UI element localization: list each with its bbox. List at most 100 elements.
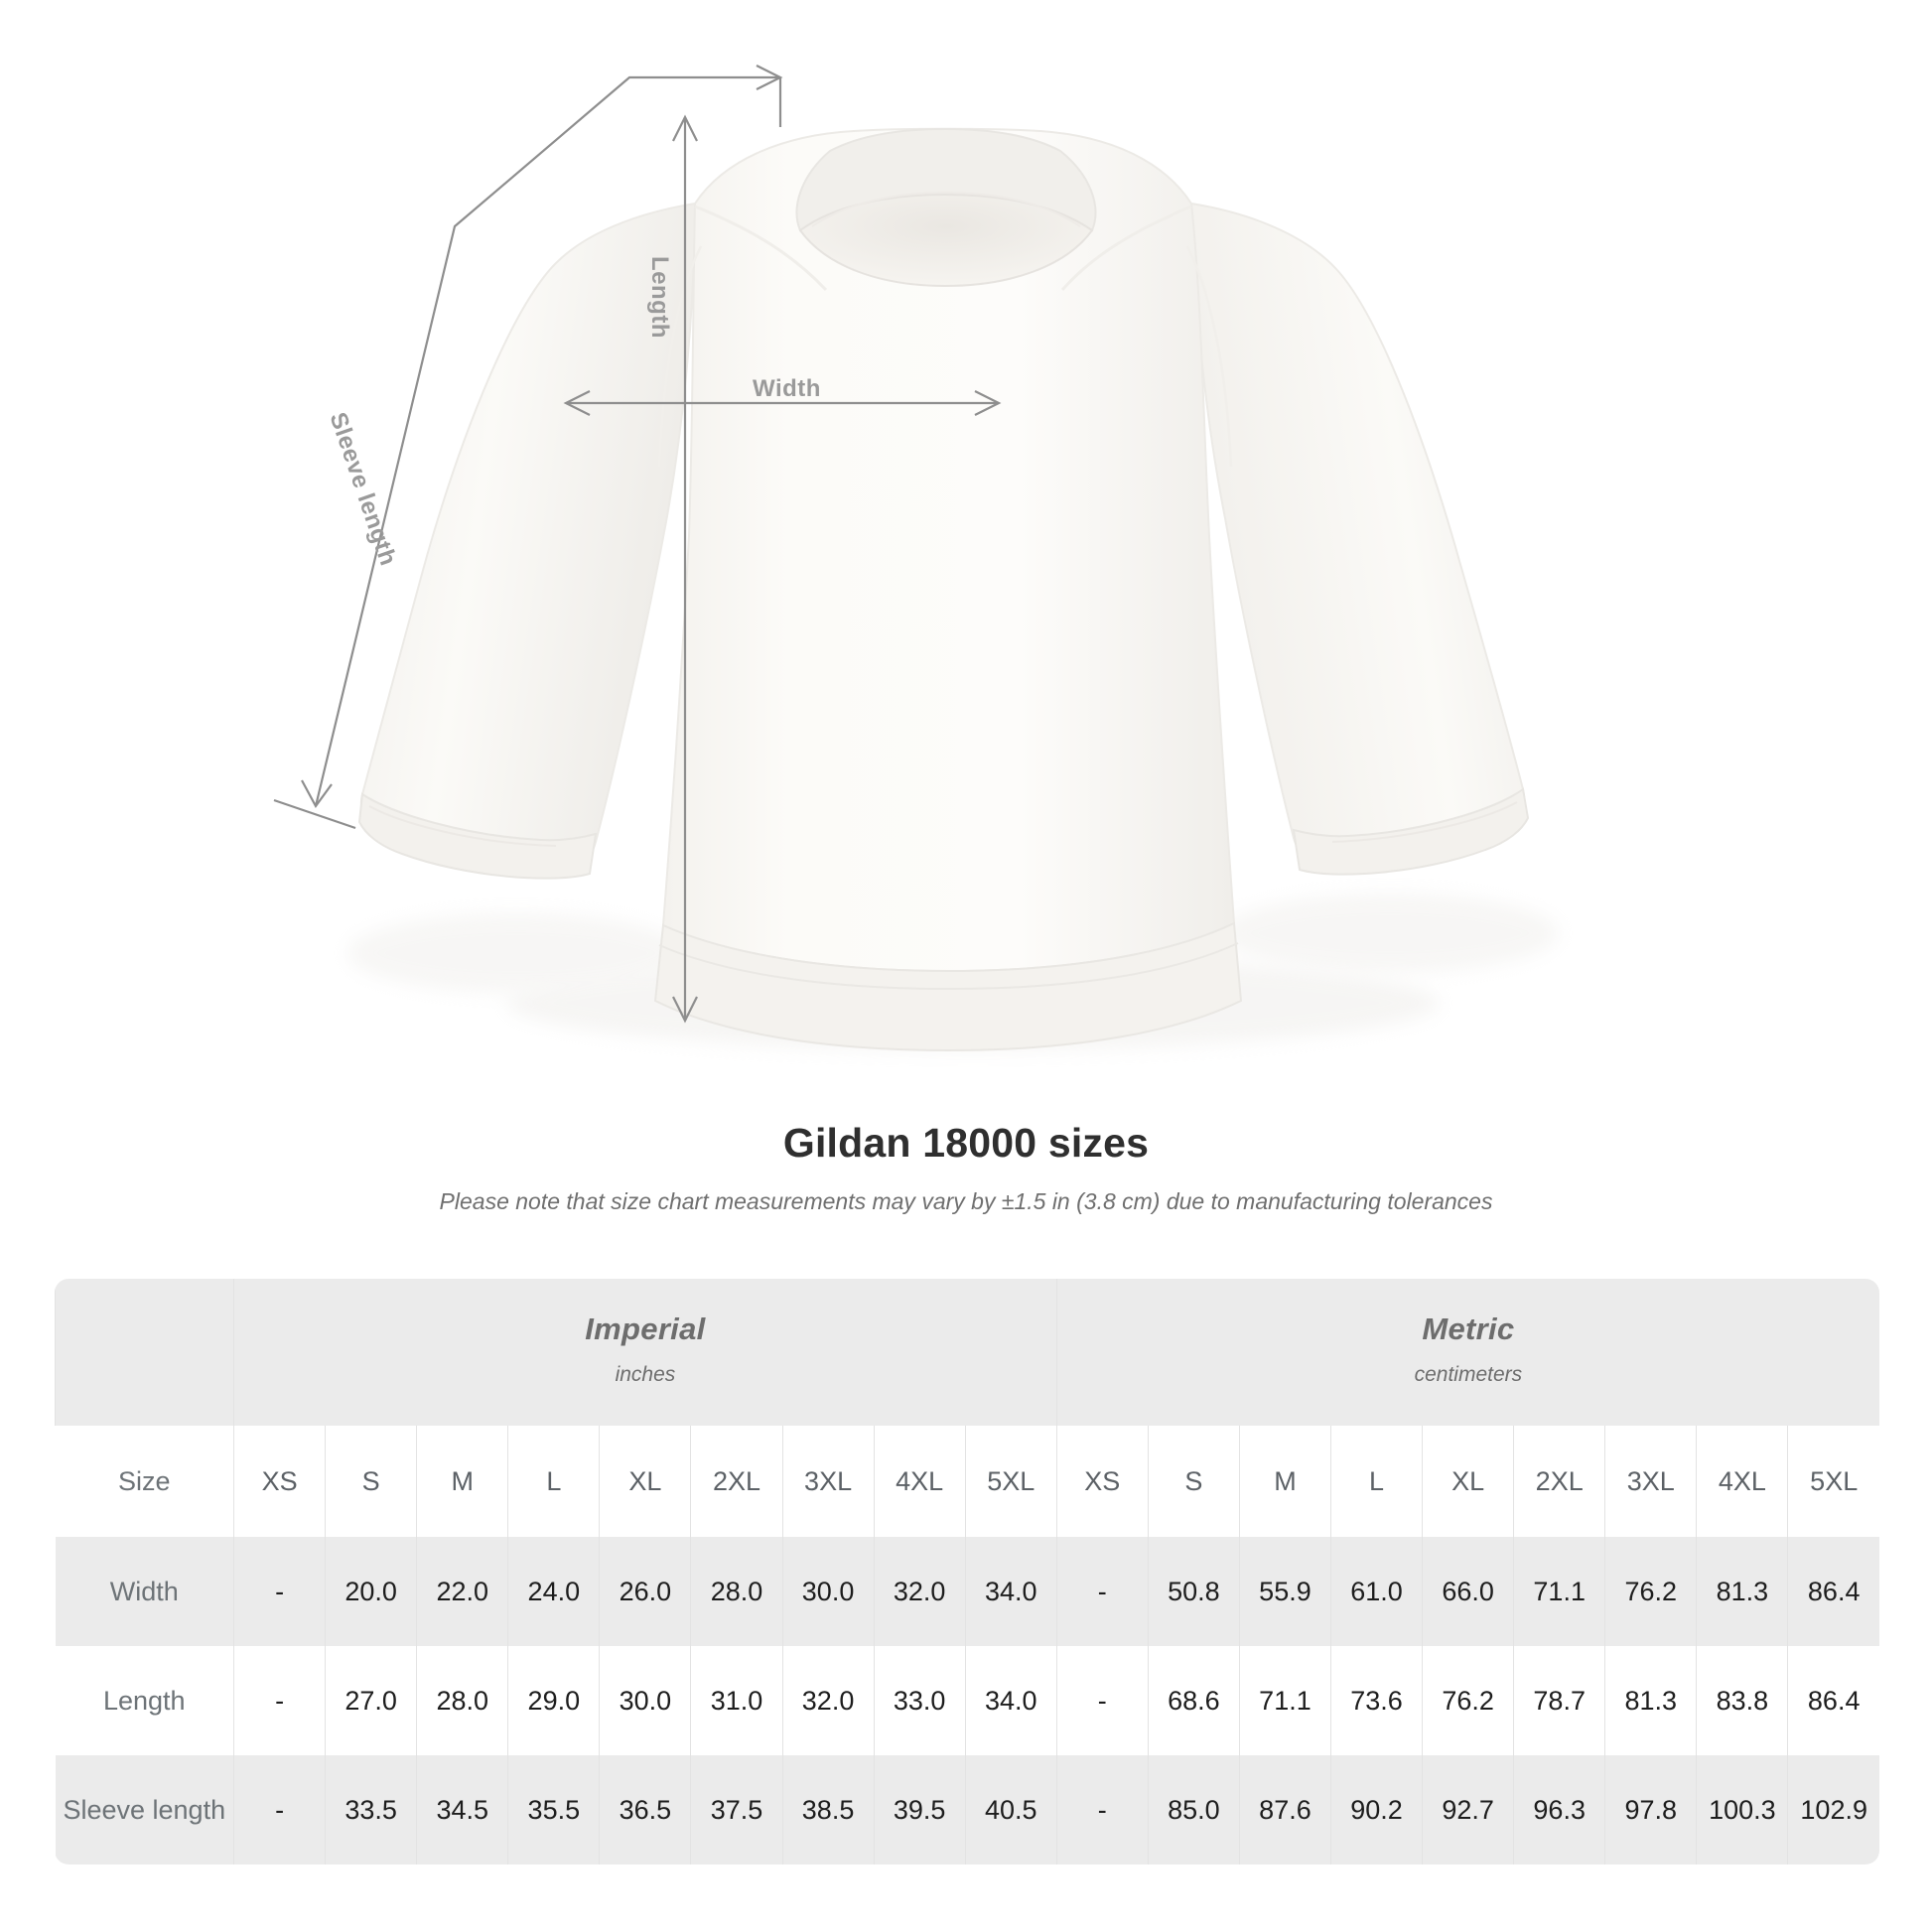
cell-sleeve-length-metric-5xl: 102.9 — [1787, 1755, 1879, 1864]
cell-width-metric-xl: 66.0 — [1422, 1537, 1514, 1646]
length-arrowhead-bottom — [672, 996, 698, 1024]
cell-sleeve-length-metric-4xl: 100.3 — [1696, 1755, 1788, 1864]
cell-length-metric-2xl: 78.7 — [1513, 1646, 1605, 1755]
cell-length-metric-s: 68.6 — [1147, 1646, 1240, 1755]
width-arrowhead-right — [974, 390, 1002, 416]
length-measure-label: Length — [646, 256, 673, 339]
collar-rib — [811, 191, 1081, 227]
cell-width-imperial-2xl: 28.0 — [690, 1537, 783, 1646]
size-header-metric-l: L — [1329, 1426, 1423, 1537]
size-header-imperial-2xl: 2XL — [690, 1426, 783, 1537]
cell-sleeve-length-imperial-xl: 36.5 — [599, 1755, 691, 1864]
unit-group-imperial: Imperial inches — [233, 1279, 1057, 1426]
cuff-rib-right — [1331, 801, 1518, 843]
table-row: Length -27.0 28.0 29.0 30.0 31.0 32.0 33.0 34.0-… — [55, 1646, 1879, 1755]
width-arrowhead-left — [563, 390, 591, 416]
size-header-metric-4xl: 4XL — [1696, 1426, 1788, 1537]
collar-inner — [798, 193, 1094, 288]
cell-width-imperial-l: 24.0 — [507, 1537, 600, 1646]
size-header-metric-2xl: 2XL — [1513, 1426, 1605, 1537]
cell-length-imperial-xs: - — [233, 1646, 326, 1755]
size-header-imperial-4xl: 4XL — [873, 1426, 966, 1537]
size-header-metric-xs: XS — [1055, 1426, 1149, 1537]
cell-width-metric-5xl: 86.4 — [1787, 1537, 1879, 1646]
cell-length-metric-3xl: 81.3 — [1604, 1646, 1697, 1755]
tolerance-note: Please note that size chart measurements… — [439, 1188, 1493, 1214]
cell-width-metric-xs: - — [1055, 1537, 1149, 1646]
cell-sleeve-length-imperial-3xl: 38.5 — [781, 1755, 875, 1864]
garment-illustration: Length Width Sleeve length — [273, 65, 1559, 1052]
shoulder-seam-right — [1060, 205, 1192, 291]
measurement-annotations — [273, 65, 1002, 1024]
cell-length-imperial-xl: 30.0 — [599, 1646, 691, 1755]
width-measure-label: Width — [753, 375, 821, 402]
cell-length-metric-m: 71.1 — [1238, 1646, 1331, 1755]
cell-sleeve-length-imperial-l: 35.5 — [507, 1755, 600, 1864]
right-sleeve — [1189, 202, 1526, 870]
sweatshirt-body — [661, 127, 1236, 973]
length-arrowhead-top — [672, 114, 698, 142]
size-chart-table: Imperial inches Metric centimeters Size XS S M L… — [55, 1279, 1879, 1864]
cell-width-imperial-xs: - — [233, 1537, 326, 1646]
size-header-imperial-xs: XS — [233, 1426, 326, 1537]
waist-hem — [653, 921, 1243, 1052]
cell-length-imperial-5xl: 34.0 — [964, 1646, 1057, 1755]
cell-length-imperial-3xl: 32.0 — [781, 1646, 875, 1755]
armhole-seam-right — [1185, 245, 1233, 468]
armhole-seam-left — [657, 245, 703, 468]
cell-width-metric-4xl: 81.3 — [1696, 1537, 1788, 1646]
cell-sleeve-length-metric-s: 85.0 — [1147, 1755, 1240, 1864]
cell-width-metric-3xl: 76.2 — [1604, 1537, 1697, 1646]
size-header-metric-xl: XL — [1422, 1426, 1514, 1537]
cell-sleeve-length-imperial-4xl: 39.5 — [873, 1755, 966, 1864]
unit-group-metric: Metric centimeters — [1055, 1279, 1879, 1426]
sleeve-arrowhead-bottom — [301, 779, 333, 809]
cell-sleeve-length-imperial-s: 33.5 — [325, 1755, 417, 1864]
page-title: Gildan 18000 sizes — [782, 1120, 1150, 1166]
sleeve-length-line — [314, 75, 780, 807]
cell-sleeve-length-imperial-xs: - — [233, 1755, 326, 1864]
unit-group-sub: inches — [615, 1363, 676, 1386]
title-block: Gildan 18000 sizes Please note that size… — [0, 1120, 1932, 1215]
cell-width-imperial-s: 20.0 — [325, 1537, 417, 1646]
cell-length-imperial-l: 29.0 — [507, 1646, 600, 1755]
cell-length-metric-l: 73.6 — [1329, 1646, 1423, 1755]
cell-width-metric-l: 61.0 — [1329, 1537, 1423, 1646]
row-label-sleeve-length: Sleeve length — [55, 1755, 234, 1864]
cell-width-imperial-3xl: 30.0 — [781, 1537, 875, 1646]
size-header-imperial-xl: XL — [599, 1426, 691, 1537]
cell-length-imperial-2xl: 31.0 — [690, 1646, 783, 1755]
right-cuff — [1292, 787, 1530, 876]
cell-sleeve-length-imperial-5xl: 40.5 — [964, 1755, 1057, 1864]
cell-width-metric-s: 50.8 — [1147, 1537, 1240, 1646]
size-header-metric-m: M — [1238, 1426, 1331, 1537]
left-cuff — [357, 792, 598, 880]
cell-length-metric-xs: - — [1055, 1646, 1149, 1755]
size-header-row: Size XS S M L XL 2XL 3XL 4XL 5XL XS S M L XL 2XL 3XL 4XL 5… — [55, 1426, 1879, 1537]
unit-group-row: Imperial inches Metric centimeters — [55, 1279, 1879, 1426]
size-header-imperial-3xl: 3XL — [781, 1426, 875, 1537]
size-header-imperial-5xl: 5XL — [964, 1426, 1057, 1537]
cell-sleeve-length-metric-xl: 92.7 — [1422, 1755, 1514, 1864]
cell-length-imperial-s: 27.0 — [325, 1646, 417, 1755]
unit-group-sub: centimeters — [1414, 1363, 1523, 1386]
cell-width-imperial-m: 22.0 — [416, 1537, 508, 1646]
size-header-metric-s: S — [1147, 1426, 1240, 1537]
size-chart-table-wrap: Imperial inches Metric centimeters Size XS S M L… — [55, 1279, 1879, 1864]
cell-length-metric-xl: 76.2 — [1422, 1646, 1514, 1755]
cell-length-metric-4xl: 83.8 — [1696, 1646, 1788, 1755]
cell-length-imperial-4xl: 33.0 — [873, 1646, 966, 1755]
cell-sleeve-length-imperial-2xl: 37.5 — [690, 1755, 783, 1864]
cuff-rib-left — [368, 805, 557, 847]
cell-sleeve-length-imperial-m: 34.5 — [416, 1755, 508, 1864]
cell-width-metric-m: 55.9 — [1238, 1537, 1331, 1646]
shoulder-seam-left — [694, 205, 828, 292]
sweatshirt-diagram — [273, 65, 1559, 1052]
cell-width-imperial-5xl: 34.0 — [964, 1537, 1057, 1646]
size-header-imperial-s: S — [325, 1426, 417, 1537]
hem-rib — [658, 942, 1239, 991]
size-header-imperial-m: M — [416, 1426, 508, 1537]
unit-row-corner-cell — [55, 1279, 234, 1426]
cell-sleeve-length-metric-xs: - — [1055, 1755, 1149, 1864]
